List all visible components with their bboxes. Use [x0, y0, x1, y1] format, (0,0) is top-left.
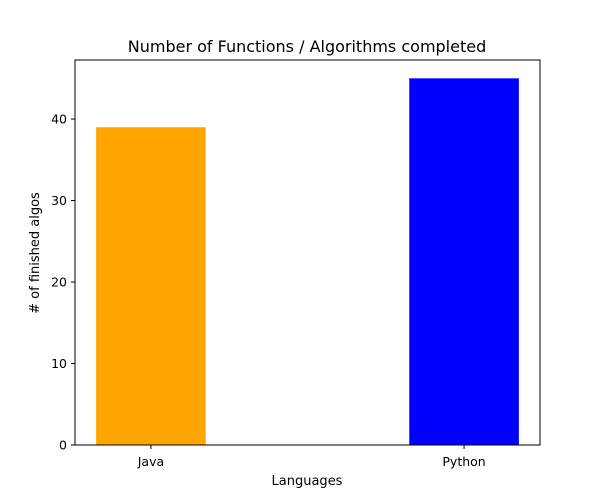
chart-title: Number of Functions / Algorithms complet… — [128, 37, 487, 56]
y-tick-label: 30 — [51, 193, 67, 208]
x-tick-label: Python — [442, 454, 485, 469]
y-tick-label: 40 — [51, 112, 67, 127]
y-tick-label: 20 — [51, 275, 67, 290]
bars-group — [96, 78, 519, 445]
bar-java — [96, 127, 206, 445]
y-axis-label: # of finished algos — [28, 192, 43, 314]
x-axis-label: Languages — [272, 474, 343, 489]
y-tick-label: 0 — [59, 438, 67, 453]
x-axis-ticks: Java Python — [137, 445, 486, 469]
y-tick-label: 10 — [51, 356, 67, 371]
plot-frame — [74, 59, 541, 446]
x-tick-label: Java — [137, 454, 164, 469]
y-axis-ticks: 0 10 20 30 40 — [51, 112, 75, 453]
bar-python — [409, 78, 519, 445]
